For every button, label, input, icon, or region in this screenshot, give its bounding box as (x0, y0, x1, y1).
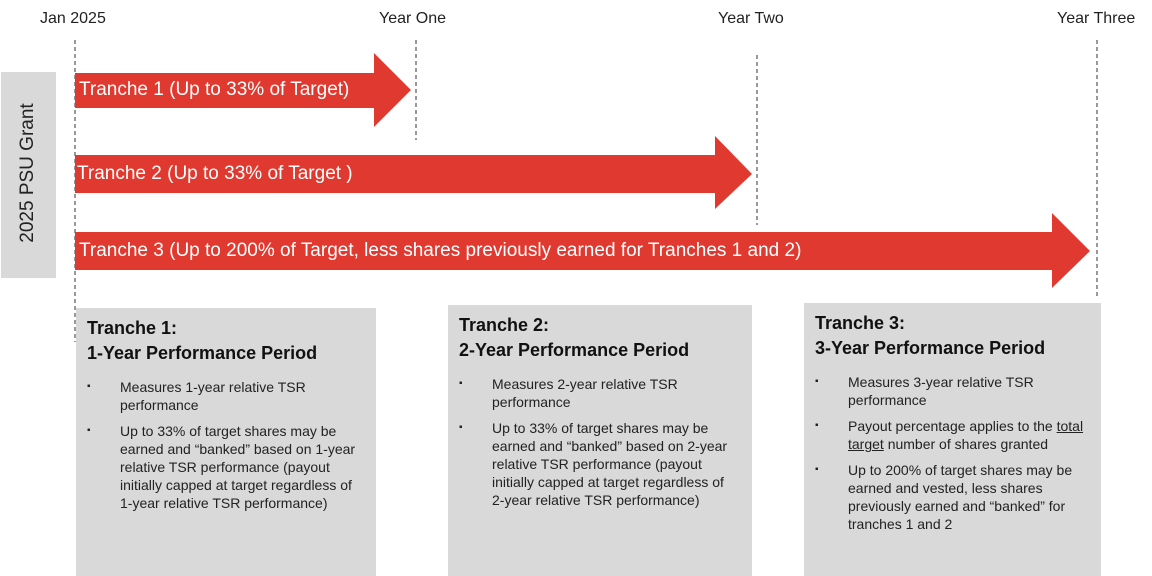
arrow-label: Tranche 1 (Up to 33% of Target) (79, 79, 350, 100)
bullet-text: number of shares granted (883, 436, 1049, 452)
timeline-label: Year Two (718, 10, 784, 27)
tranche-arrow (75, 213, 1090, 288)
tranche-box: Tranche 2: 2-Year Performance Period Measu… (448, 305, 752, 576)
box-title: 3-Year Performance Period (815, 338, 1046, 358)
box-title: Tranche 2: (459, 315, 550, 335)
tranche-box: Tranche 3: 3-Year Performance Period Measu… (804, 303, 1101, 576)
bullet: Measures 3-year relative TSR performance (815, 373, 1088, 409)
bullet: Measures 1-year relative TSR performance (87, 378, 360, 414)
tranche-arrow (75, 136, 752, 209)
bullet: Up to 33% of target shares may be earned… (459, 419, 732, 509)
bullet-text: Up to 200% of target shares may be earne… (848, 462, 1073, 532)
bullet-text: Payout percentage applies to the (848, 418, 1057, 434)
box-title: Tranche 3: (815, 313, 906, 333)
bullet-text: Measures 1-year relative TSR performance (120, 379, 306, 413)
bullet: Up to 33% of target shares may be earned… (87, 422, 360, 512)
box-title: 1-Year Performance Period (87, 343, 318, 363)
box-title: 2-Year Performance Period (459, 340, 690, 360)
bullet-text: Measures 3-year relative TSR performance (848, 374, 1034, 408)
bullet: Up to 200% of target shares may be earne… (815, 461, 1088, 533)
bullet-text: Up to 33% of target shares may be earned… (492, 420, 728, 508)
bullet-text: Up to 33% of target shares may be earned… (120, 423, 356, 511)
timeline-label: Year One (379, 10, 447, 27)
timeline-label: Jan 2025 (40, 10, 106, 27)
arrow-label: Tranche 2 (Up to 33% of Target ) (77, 163, 353, 184)
bullet: Measures 2-year relative TSR performance (459, 375, 732, 411)
box-title: Tranche 1: (87, 318, 178, 338)
grant-label-box (1, 72, 56, 278)
arrow-label: Tranche 3 (Up to 200% of Target, less sh… (79, 240, 802, 261)
bullet-text: Measures 2-year relative TSR performance (492, 376, 678, 410)
timeline-label: Year Three (1057, 10, 1136, 27)
grant-label: 2025 PSU Grant (17, 103, 38, 243)
bullet-text: total target (848, 418, 1084, 452)
bullet: Payout percentage applies to the total t… (815, 417, 1088, 453)
tranche-arrow (75, 53, 411, 127)
tranche-box: Tranche 1: 1-Year Performance Period Measu… (76, 308, 376, 576)
